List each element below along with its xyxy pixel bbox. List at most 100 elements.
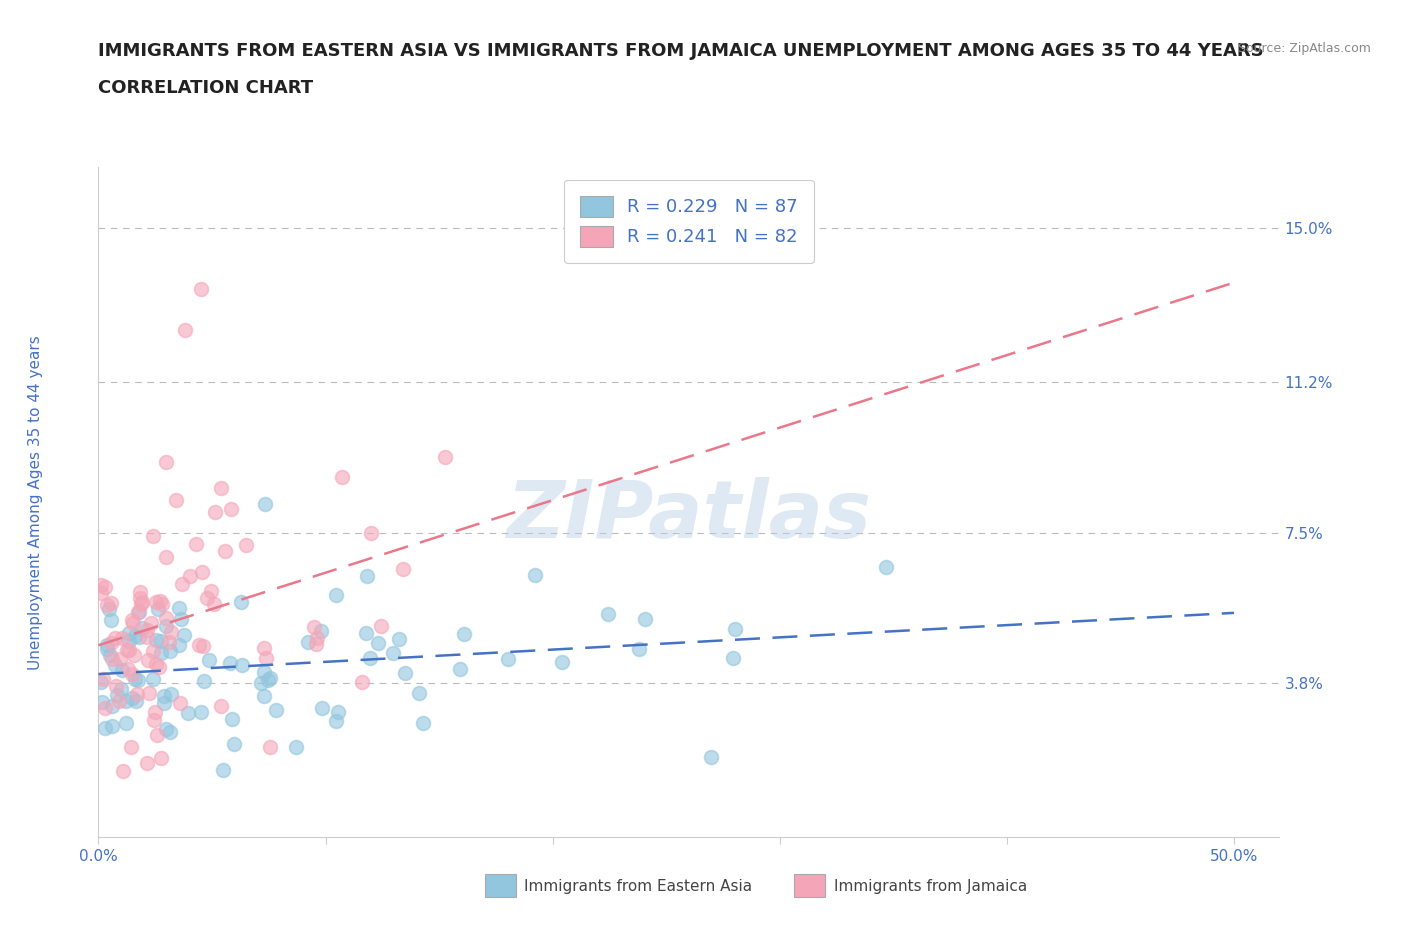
Point xyxy=(222,736,245,751)
Point xyxy=(218,655,240,670)
Point xyxy=(190,565,212,579)
Point xyxy=(145,595,167,610)
Point xyxy=(297,634,319,649)
Point xyxy=(360,525,382,540)
Point xyxy=(700,750,723,764)
Point xyxy=(209,480,232,495)
Point xyxy=(191,638,214,653)
Point xyxy=(370,618,392,633)
Point xyxy=(153,689,176,704)
Point xyxy=(139,616,162,631)
Point xyxy=(148,659,170,674)
Point xyxy=(131,620,153,635)
Point xyxy=(229,595,252,610)
Point xyxy=(121,616,143,631)
Point xyxy=(136,653,159,668)
Point xyxy=(124,693,146,708)
Text: CORRELATION CHART: CORRELATION CHART xyxy=(98,79,314,97)
Point xyxy=(523,568,546,583)
Point xyxy=(157,635,180,650)
Point xyxy=(250,676,273,691)
Text: Source: ZipAtlas.com: Source: ZipAtlas.com xyxy=(1237,42,1371,55)
Point xyxy=(129,597,152,612)
Point xyxy=(211,763,233,777)
Point xyxy=(381,645,404,660)
Point xyxy=(214,544,236,559)
Point xyxy=(100,636,122,651)
Text: IMMIGRANTS FROM EASTERN ASIA VS IMMIGRANTS FROM JAMAICA UNEMPLOYMENT AMONG AGES : IMMIGRANTS FROM EASTERN ASIA VS IMMIGRAN… xyxy=(98,42,1264,60)
Point xyxy=(253,640,276,655)
Point xyxy=(143,712,166,727)
Point xyxy=(128,630,150,644)
Text: Immigrants from Jamaica: Immigrants from Jamaica xyxy=(834,879,1026,894)
Point xyxy=(90,585,112,600)
Point xyxy=(412,715,434,730)
Point xyxy=(111,663,134,678)
Point xyxy=(284,739,307,754)
Point xyxy=(148,602,170,617)
Point xyxy=(115,716,138,731)
Point xyxy=(305,631,328,645)
Point xyxy=(159,644,181,658)
Point xyxy=(105,688,128,703)
Point xyxy=(142,644,165,658)
Point xyxy=(449,662,471,677)
Point xyxy=(408,685,430,700)
Text: Unemployment Among Ages 35 to 44 years: Unemployment Among Ages 35 to 44 years xyxy=(28,335,42,670)
Point xyxy=(190,282,212,297)
Point xyxy=(187,638,209,653)
Point xyxy=(170,577,193,591)
Point xyxy=(155,550,177,565)
Point xyxy=(104,631,127,645)
Point xyxy=(634,612,657,627)
Point xyxy=(356,625,378,640)
Point xyxy=(143,704,166,719)
Point xyxy=(221,711,243,726)
Point xyxy=(96,642,118,657)
Point xyxy=(101,698,124,713)
Point xyxy=(138,685,160,700)
Point xyxy=(145,632,167,647)
Point xyxy=(177,705,200,720)
Point xyxy=(136,755,159,770)
Point xyxy=(121,690,143,705)
Point xyxy=(392,562,415,577)
Point xyxy=(330,470,353,485)
Point xyxy=(135,622,157,637)
Point xyxy=(253,664,276,679)
Point xyxy=(121,612,143,627)
Point xyxy=(159,625,181,640)
Point xyxy=(724,621,747,636)
Point xyxy=(259,740,281,755)
Point xyxy=(302,619,325,634)
Point xyxy=(136,630,159,644)
Point xyxy=(142,671,165,686)
Point xyxy=(160,686,183,701)
Point xyxy=(359,651,381,666)
Point xyxy=(155,610,177,625)
Point xyxy=(131,595,153,610)
Point xyxy=(93,671,115,686)
Point xyxy=(121,666,143,681)
Point xyxy=(127,672,149,687)
Point xyxy=(167,601,190,616)
Point xyxy=(142,528,165,543)
Point xyxy=(184,537,207,551)
Text: ZIPatlas: ZIPatlas xyxy=(506,476,872,554)
Point xyxy=(94,579,117,594)
Point xyxy=(193,674,215,689)
Point xyxy=(257,672,280,687)
Point xyxy=(173,627,195,642)
Point xyxy=(221,501,243,516)
Point xyxy=(367,635,389,650)
Point xyxy=(253,688,276,703)
Point xyxy=(200,584,222,599)
Point xyxy=(153,696,176,711)
Point xyxy=(91,695,114,710)
Point xyxy=(167,638,190,653)
Point xyxy=(254,497,277,512)
Point xyxy=(100,612,122,627)
Point xyxy=(111,631,134,645)
Point xyxy=(259,671,281,685)
Point xyxy=(598,606,620,621)
